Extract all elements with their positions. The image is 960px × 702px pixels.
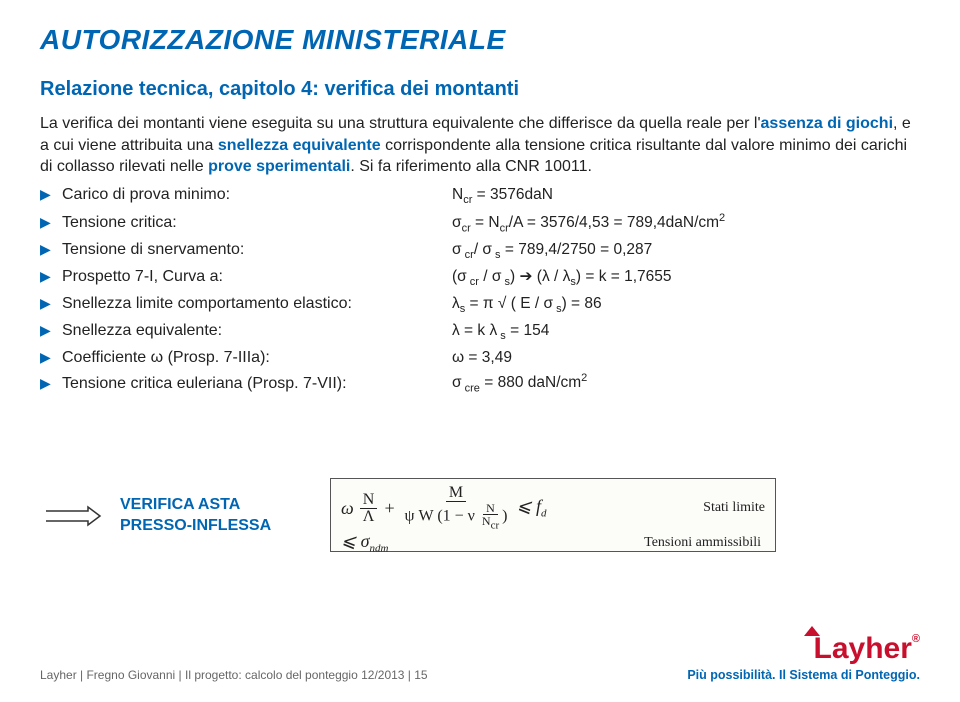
list-item-label: Tensione di snervamento: [62,239,452,261]
verify-callout: VERIFICA ASTA PRESSO-INFLESSA [44,495,271,537]
le-sigma: ⩽ σndm [341,531,388,555]
intro-highlight-1: assenza di giochi [761,115,893,132]
list-item-value: Ncr = 3576daN [452,185,553,208]
frac-1-num: N [360,492,378,509]
list-item-value: λs = π √ ( E / σ s) = 86 [452,294,602,317]
intro-text-4: . Si fa riferimento alla CNR 10011. [350,158,592,175]
verify-label: VERIFICA ASTA PRESSO-INFLESSA [120,495,271,537]
intro-highlight-3: prove sperimentali [208,158,350,175]
list-item-value: λ = k λ s = 154 [452,321,549,344]
logo-name: Layher [814,632,912,665]
verify-line-2: PRESSO-INFLESSA [120,516,271,537]
logo-tagline: Più possibilità. Il Sistema di Ponteggio… [687,668,920,682]
frac-2: M ψ W (1 − ν NNcr) [401,485,510,531]
frac-inner: NNcr [479,502,502,531]
verify-line-1: VERIFICA ASTA [120,495,271,516]
frac-2-num: M [446,485,466,502]
list-item: ▶ Coefficiente ω (Prosp. 7-IIIa):ω = 3,49 [40,347,920,369]
intro-paragraph: La verifica dei montanti viene eseguita … [40,113,920,178]
list-item-value: ω = 3,49 [452,348,512,369]
le-sigma-sub: ndm [369,543,388,555]
le-fd-sub: d [541,508,547,520]
logo-triangle-icon [804,626,820,636]
frac-1-den: Λ [360,509,378,525]
bullet-icon: ▶ [40,213,54,232]
list-item-value: σ cr/ σ s = 789,4/2750 = 0,287 [452,240,652,263]
list-item-label: Coefficiente ω (Prosp. 7-IIIa): [62,347,452,369]
footer-text: Layher | Fregno Giovanni | Il progetto: … [40,668,428,682]
logo-block: Layher® Più possibilità. Il Sistema di P… [687,634,920,682]
arrow-right-icon [44,505,102,527]
formula-row-1: ω N Λ + M ψ W (1 − ν NNcr) ⩽ fd Stati li… [341,485,765,531]
frac-2-den-prefix: ψ W (1 − ν [404,507,478,524]
list-item: ▶ Tensione di snervamento:σ cr/ σ s = 789… [40,239,920,263]
bullet-icon: ▶ [40,240,54,259]
list-item-value: σcr = Ncr/A = 3576/4,53 = 789,4daN/cm2 [452,211,725,236]
le-sigma-main: ⩽ σ [341,531,369,551]
list-item-label: Tensione critica euleriana (Prosp. 7-VII… [62,373,452,395]
list-item: ▶ Carico di prova minimo:Ncr = 3576daN [40,184,920,208]
list-item-label: Carico di prova minimo: [62,184,452,206]
bullet-icon: ▶ [40,294,54,313]
list-item-value: (σ cr / σ s) ➔ (λ / λs) = k = 1,7655 [452,267,672,290]
logo-wordmark: Layher® [814,634,921,664]
bullet-icon: ▶ [40,185,54,204]
formula-row-2: ⩽ σndm Tensioni ammissibili [341,531,765,555]
bullet-icon: ▶ [40,348,54,367]
le-fd: ⩽ fd [516,496,546,520]
frac-2-den: ψ W (1 − ν NNcr) [401,502,510,531]
formula-box: ω N Λ + M ψ W (1 − ν NNcr) ⩽ fd Stati li… [330,478,776,552]
frac-2-den-suffix: ) [502,507,507,524]
intro-text-1: La verifica dei montanti viene eseguita … [40,115,761,132]
plus-sign: + [383,498,395,519]
list-item-label: Tensione critica: [62,212,452,234]
list-item: ▶ Prospetto 7-I, Curva a:(σ cr / σ s) ➔ (… [40,266,920,290]
list-item-value: σ cre = 880 daN/cm2 [452,371,587,396]
frac-inner-den-sub: cr [491,519,500,531]
bullet-icon: ▶ [40,374,54,393]
formula-label-2: Tensioni ammissibili [622,535,761,551]
frac-inner-den-n: N [482,514,491,528]
section-subtitle: Relazione tecnica, capitolo 4: verifica … [40,78,920,101]
le-fd-main: ⩽ f [516,496,541,516]
frac-1: N Λ [360,492,378,525]
list-item: ▶ Tensione critica:σcr = Ncr/A = 3576/4,5… [40,211,920,236]
list-item-label: Snellezza limite comportamento elastico: [62,293,452,315]
list-item: ▶ Snellezza limite comportamento elastico… [40,293,920,317]
list-item: ▶ Snellezza equivalente:λ = k λ s = 154 [40,320,920,344]
calculation-list: ▶ Carico di prova minimo:Ncr = 3576daN ▶ Te… [40,184,920,397]
formula-omega: ω [341,498,354,519]
page-footer: Layher | Fregno Giovanni | Il progetto: … [40,634,920,682]
logo-reg: ® [912,633,920,645]
bullet-icon: ▶ [40,267,54,286]
formula-label-1: Stati limite [681,500,765,516]
bullet-icon: ▶ [40,321,54,340]
frac-inner-den: Ncr [479,515,502,531]
list-item-label: Snellezza equivalente: [62,320,452,342]
page-title: AUTORIZZAZIONE MINISTERIALE [40,24,920,56]
intro-highlight-2: snellezza equivalente [218,137,381,154]
list-item-label: Prospetto 7-I, Curva a: [62,266,452,288]
list-item: ▶ Tensione critica euleriana (Prosp. 7-VI… [40,371,920,396]
